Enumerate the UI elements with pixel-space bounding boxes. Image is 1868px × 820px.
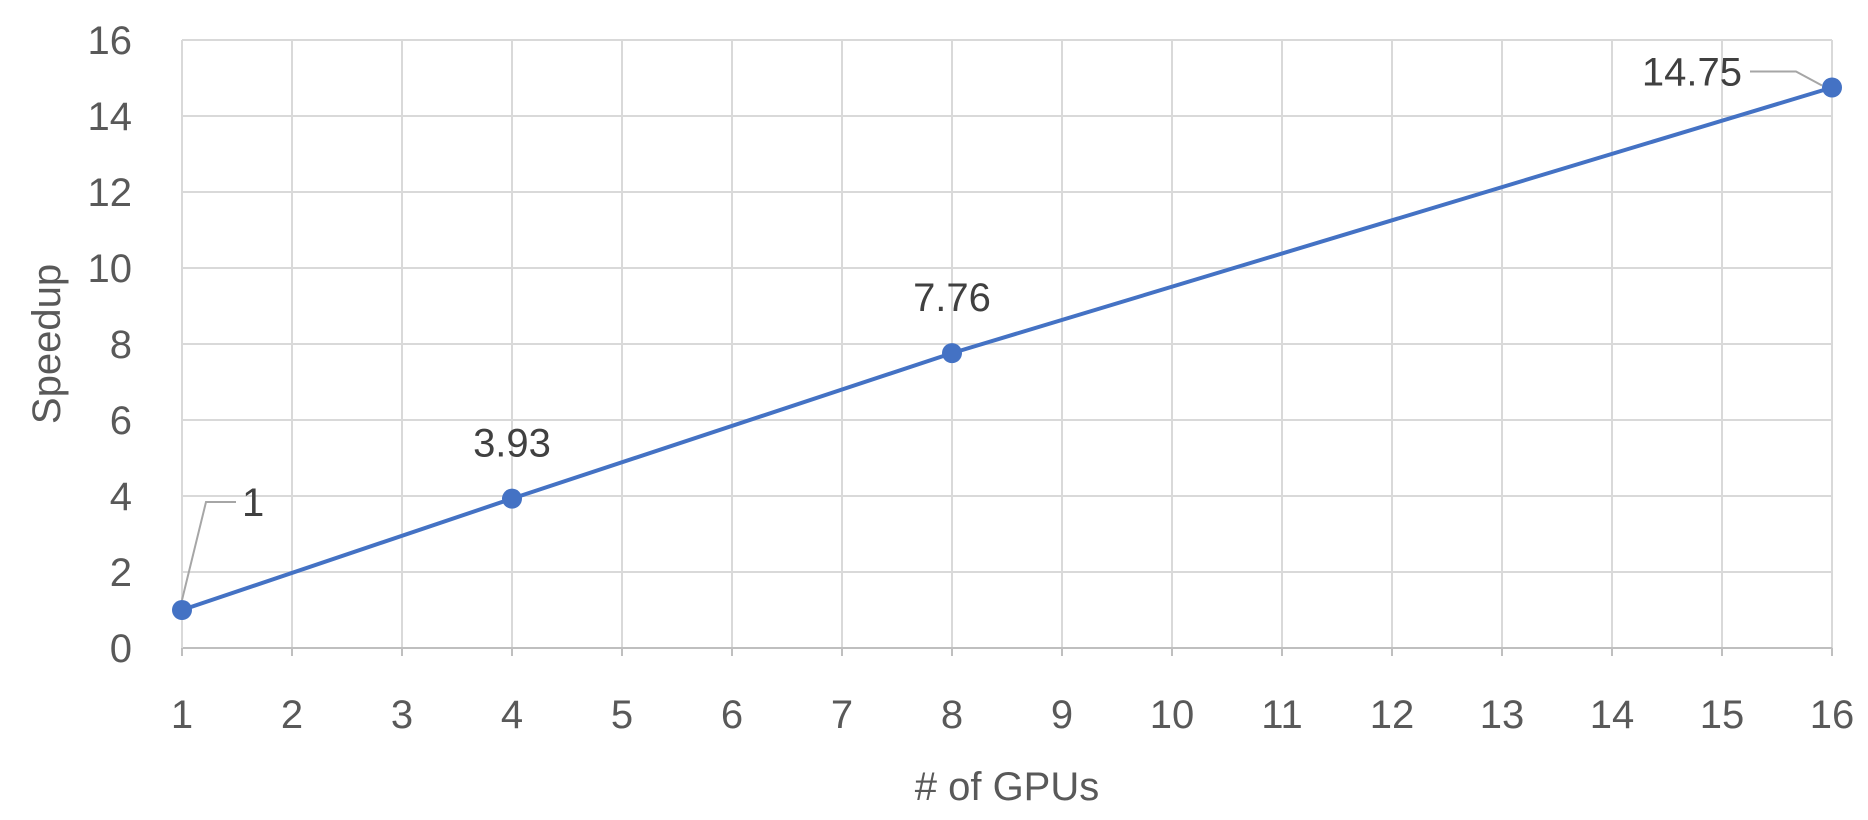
x-tick-label: 8 — [941, 693, 963, 737]
y-tick-label: 16 — [88, 19, 133, 63]
y-tick-labels: 0 2 4 6 8 10 12 14 16 — [88, 19, 133, 671]
leader-line — [181, 501, 236, 601]
x-tick-label: 2 — [281, 693, 303, 737]
y-tick-label: 6 — [110, 399, 132, 443]
y-tick-label: 12 — [88, 171, 133, 215]
data-point — [502, 488, 522, 509]
x-tick-label: 1 — [171, 693, 193, 737]
data-label: 3.93 — [473, 422, 551, 466]
y-axis-title: Speedup — [25, 264, 69, 424]
x-tick-label: 15 — [1700, 693, 1745, 737]
x-tick-label: 5 — [611, 693, 633, 737]
y-tick-label: 4 — [110, 475, 132, 519]
y-tick-label: 2 — [110, 551, 132, 595]
x-tick-label: 3 — [391, 693, 413, 737]
x-tick-label: 11 — [1261, 693, 1303, 737]
y-tick-label: 8 — [110, 323, 132, 367]
x-tick-label: 6 — [721, 693, 743, 737]
y-tick-label: 0 — [110, 627, 132, 671]
x-tick-label: 4 — [501, 693, 523, 737]
series-line — [181, 85, 1833, 612]
x-axis-title: # of GPUs — [915, 765, 1100, 809]
grid — [182, 39, 1833, 648]
x-tick-label: 12 — [1370, 693, 1415, 737]
data-point — [1822, 77, 1842, 98]
leader-line — [1750, 70, 1823, 87]
data-label: 7.76 — [913, 276, 991, 320]
x-tick-label: 9 — [1051, 693, 1073, 737]
x-tick-label: 13 — [1480, 693, 1525, 737]
y-tick-label: 14 — [88, 95, 133, 139]
y-tick-label: 10 — [88, 247, 133, 291]
axes — [181, 40, 1833, 656]
data-labels: 1 3.93 7.76 14.75 — [181, 51, 1823, 601]
x-tick-label: 7 — [831, 693, 853, 737]
x-tick-label: 14 — [1590, 693, 1635, 737]
data-label: 14.75 — [1642, 51, 1742, 95]
series — [172, 77, 1842, 620]
data-label: 1 — [242, 481, 264, 525]
x-tick-label: 16 — [1810, 693, 1855, 737]
data-point — [172, 600, 192, 620]
data-point — [942, 343, 962, 364]
x-tick-labels: 1 2 3 4 5 6 7 8 9 10 11 12 13 14 15 16 — [171, 693, 1854, 737]
x-tick-label: 10 — [1150, 693, 1195, 737]
